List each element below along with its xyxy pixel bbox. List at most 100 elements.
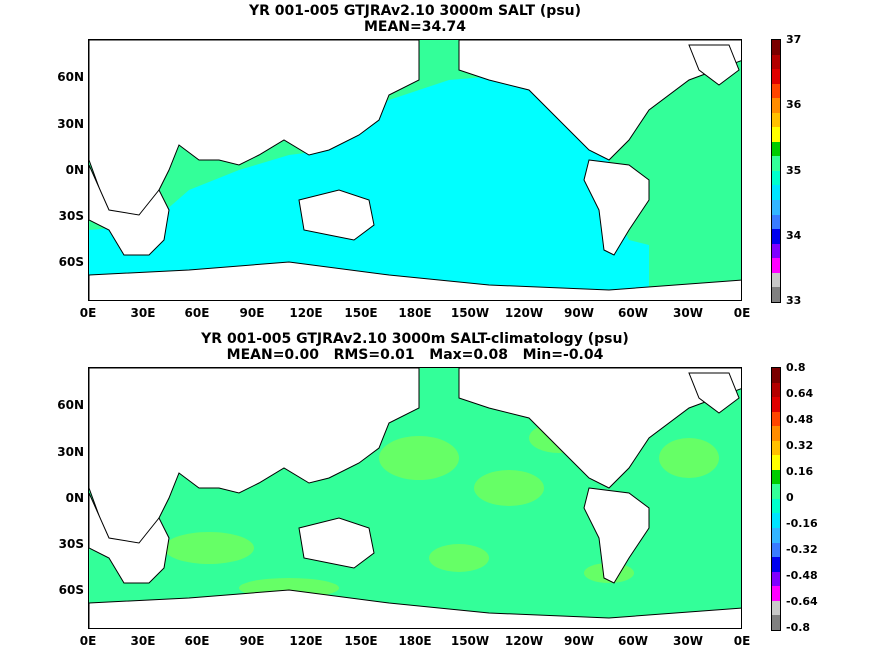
anomaly-patch [429, 544, 489, 572]
colorbar-label: -0.16 [786, 517, 818, 530]
lon-label: 0E [79, 306, 97, 320]
colorbar-swatch [772, 600, 780, 616]
lat-label: 30N [57, 117, 84, 131]
lat-label: 60S [58, 583, 84, 597]
north-america-land [458, 40, 741, 161]
colorbar-swatch [772, 513, 780, 529]
colorbar-swatch [772, 98, 780, 113]
lat-label: 0N [65, 491, 84, 505]
lon-label: 150E [344, 634, 378, 648]
panel-title: YR 001-005 GTJRAv2.10 3000m SALT (psu) [248, 3, 582, 19]
colorbar-swatch [772, 498, 780, 514]
colorbar-swatch [772, 272, 780, 288]
colorbar-swatch [772, 368, 780, 383]
colorbar-swatch [772, 141, 780, 157]
africa-land [89, 164, 170, 256]
africa-land [89, 492, 170, 584]
lat-label: 60S [58, 255, 84, 269]
colorbar-swatch [772, 243, 780, 259]
colorbar-label: 0.8 [786, 361, 806, 374]
lat-label: 60N [57, 398, 84, 412]
colorbar-label: -0.8 [786, 621, 811, 634]
anomaly-map-svg [89, 368, 741, 628]
salinity-map [88, 39, 742, 301]
colorbar-swatch [772, 229, 780, 244]
lon-label: 120W [504, 634, 544, 648]
colorbar-swatch [772, 127, 780, 142]
antarctica-land [89, 589, 741, 628]
anomaly-patch [474, 470, 544, 506]
colorbar-label: -0.48 [786, 569, 818, 582]
lon-label: 90W [564, 634, 594, 648]
colorbar-swatch [772, 40, 780, 55]
north-america-land [458, 368, 741, 489]
colorbar-swatch [772, 557, 780, 572]
colorbar-swatch [772, 571, 780, 587]
pacific-indian-ocean [89, 75, 649, 300]
colorbar-swatch [772, 440, 780, 456]
colorbar-label: -0.32 [786, 543, 818, 556]
lon-label: 120E [289, 306, 323, 320]
colorbar-swatch [772, 455, 780, 470]
colorbar-swatch [772, 426, 780, 441]
colorbar-swatch [772, 615, 780, 630]
colorbar-label: 36 [786, 98, 802, 111]
colorbar-swatch [772, 287, 780, 302]
colorbar-swatch [772, 156, 780, 171]
salinity-panel: YR 001-005 GTJRAv2.10 3000m SALT (psu) M… [57, 3, 802, 320]
lon-label: 150E [344, 306, 378, 320]
lon-label: 150W [450, 306, 490, 320]
anomaly-patch [379, 436, 459, 480]
colorbar-swatch [772, 112, 780, 128]
colorbar-swatch [772, 528, 780, 543]
colorbar-swatch [772, 258, 780, 273]
colorbar-label: 35 [786, 164, 802, 177]
lat-label: 30S [58, 209, 84, 223]
lon-label: 90E [239, 306, 265, 320]
colorbar-swatch [772, 170, 780, 186]
colorbar-label: 37 [786, 33, 802, 46]
colorbar-swatch [772, 542, 780, 558]
colorbar [771, 39, 781, 303]
lon-label: 30E [130, 306, 156, 320]
colorbar-swatch [772, 397, 780, 412]
lon-label: 0E [733, 306, 751, 320]
lon-label: 120W [504, 306, 544, 320]
colorbar-swatch [772, 54, 780, 70]
lon-label: 30W [673, 634, 703, 648]
colorbar-swatch [772, 586, 780, 601]
lon-label: 90E [239, 634, 265, 648]
anomaly-map [88, 367, 742, 629]
lat-label: 60N [57, 70, 84, 84]
colorbar-swatch [772, 469, 780, 485]
land-masses [89, 368, 741, 628]
colorbar-label: 0.16 [786, 465, 814, 478]
lat-label: 30N [57, 445, 84, 459]
colorbar-label: 34 [786, 229, 802, 242]
colorbar-swatch [772, 484, 780, 499]
land-masses [89, 40, 741, 300]
colorbar-label: 0.32 [786, 439, 814, 452]
panel-title: YR 001-005 GTJRAv2.10 3000m SALT-climato… [201, 331, 629, 347]
colorbar-swatch [772, 185, 780, 201]
antarctica-land [89, 261, 741, 300]
colorbar-label: 0 [786, 491, 794, 504]
greenland-land [688, 372, 740, 414]
panel-subtitle: MEAN=34.74 [363, 19, 467, 35]
lon-label: 60E [184, 306, 210, 320]
lat-label: 0N [65, 163, 84, 177]
colorbar-swatch [772, 382, 780, 398]
lon-label: 90W [564, 306, 594, 320]
colorbar-swatch [772, 214, 780, 230]
colorbar-swatch [772, 69, 780, 84]
colorbar-swatch [772, 411, 780, 427]
greenland-land [688, 44, 740, 86]
colorbar-label: 0.64 [786, 387, 814, 400]
colorbar-swatch [772, 83, 780, 99]
lon-label: 0E [79, 634, 97, 648]
anomaly-patch [659, 438, 719, 478]
salinity-map-svg [89, 40, 741, 300]
colorbar [771, 367, 781, 631]
australia-land [298, 517, 375, 569]
colorbar-label: -0.64 [786, 595, 818, 608]
